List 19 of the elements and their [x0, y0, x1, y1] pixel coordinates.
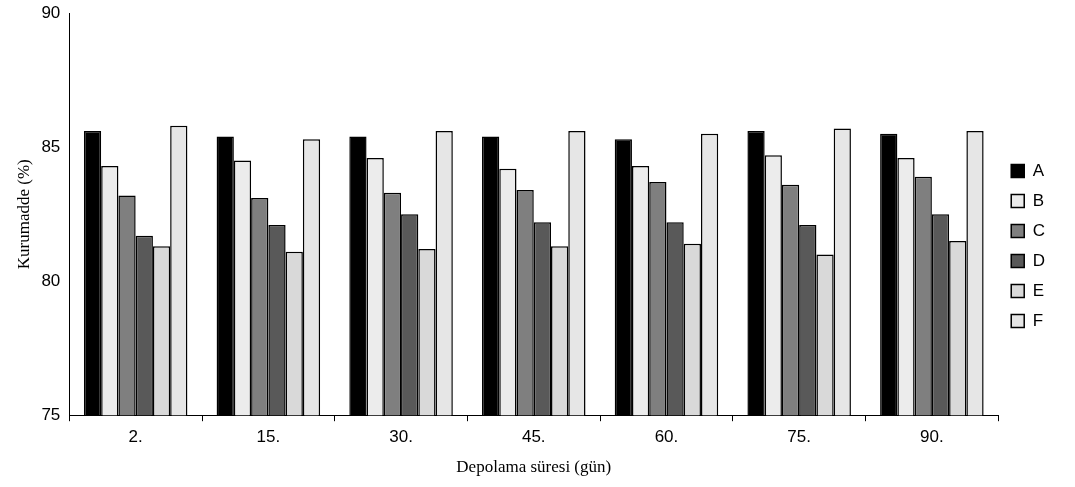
x-axis-title: Depolama süresi (gün) [456, 457, 612, 477]
legend-label: F [1032, 310, 1044, 330]
y-axis-title: Kurumadde (%) [13, 159, 33, 270]
x-tick-label: 60. [654, 427, 679, 447]
legend-label: D [1032, 250, 1045, 270]
x-tick-label: 30. [389, 427, 413, 447]
y-tick-label: 85 [41, 136, 61, 156]
x-tick-label: 45. [521, 427, 546, 447]
y-tick-label: 75 [41, 404, 61, 424]
x-tick-label: 90. [920, 427, 944, 447]
legend-label: B [1032, 190, 1045, 210]
x-tick-label: 15. [256, 427, 281, 447]
x-tick-label: 75. [787, 427, 811, 447]
legend-label: E [1032, 280, 1045, 300]
legend-label: C [1032, 220, 1045, 240]
y-tick-label: 90 [41, 2, 61, 22]
y-tick-label: 80 [41, 270, 61, 290]
legend-label: A [1032, 160, 1045, 180]
x-tick-label: 2. [128, 427, 143, 447]
